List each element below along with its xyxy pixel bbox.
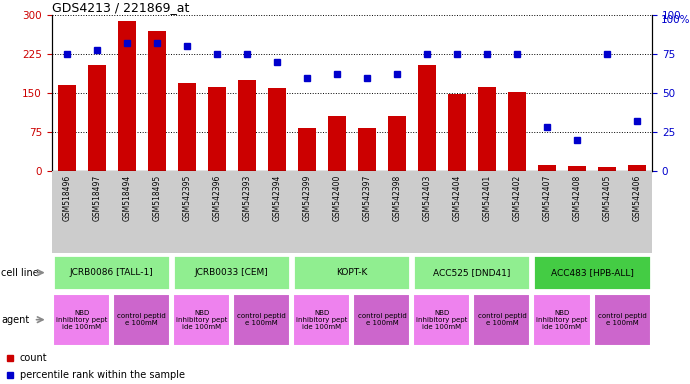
Text: GSM542397: GSM542397 xyxy=(362,175,371,222)
Bar xyxy=(178,83,196,171)
Text: GSM518494: GSM518494 xyxy=(122,175,131,221)
Text: GSM542406: GSM542406 xyxy=(633,175,642,222)
Text: 100%: 100% xyxy=(661,15,690,25)
Text: NBD
inhibitory pept
ide 100mM: NBD inhibitory pept ide 100mM xyxy=(296,310,348,330)
Bar xyxy=(53,255,170,290)
Text: JCRB0086 [TALL-1]: JCRB0086 [TALL-1] xyxy=(70,268,154,277)
Bar xyxy=(533,255,651,290)
Bar xyxy=(448,94,466,171)
Bar xyxy=(538,165,556,171)
Text: agent: agent xyxy=(1,314,29,325)
Bar xyxy=(533,293,591,346)
Text: KOPT-K: KOPT-K xyxy=(336,268,368,277)
Text: percentile rank within the sample: percentile rank within the sample xyxy=(20,370,185,380)
Bar xyxy=(208,87,226,171)
Text: control peptid
e 100mM: control peptid e 100mM xyxy=(598,313,647,326)
Bar xyxy=(113,293,170,346)
Text: GDS4213 / 221869_at: GDS4213 / 221869_at xyxy=(52,1,189,14)
Text: GSM542403: GSM542403 xyxy=(422,175,431,222)
Bar xyxy=(353,293,411,346)
Bar xyxy=(568,166,586,171)
Text: GSM542393: GSM542393 xyxy=(242,175,251,222)
Text: control peptid
e 100mM: control peptid e 100mM xyxy=(237,313,286,326)
Text: JCRB0033 [CEM]: JCRB0033 [CEM] xyxy=(195,268,268,277)
Bar xyxy=(238,80,256,171)
Bar xyxy=(298,128,316,171)
Text: count: count xyxy=(20,353,48,363)
Bar xyxy=(148,31,166,171)
Bar xyxy=(418,65,436,171)
Bar xyxy=(473,293,531,346)
Bar xyxy=(508,92,526,171)
Text: NBD
inhibitory pept
ide 100mM: NBD inhibitory pept ide 100mM xyxy=(56,310,108,330)
Bar xyxy=(413,293,471,346)
Text: GSM518497: GSM518497 xyxy=(92,175,101,221)
Text: GSM542395: GSM542395 xyxy=(182,175,191,222)
Text: control peptid
e 100mM: control peptid e 100mM xyxy=(477,313,526,326)
Text: GSM542407: GSM542407 xyxy=(542,175,551,222)
Bar xyxy=(88,65,106,171)
Bar xyxy=(268,88,286,171)
Text: GSM542398: GSM542398 xyxy=(393,175,402,221)
Text: GSM542400: GSM542400 xyxy=(333,175,342,222)
Bar xyxy=(173,255,290,290)
Bar xyxy=(58,85,76,171)
Bar xyxy=(388,116,406,171)
Text: GSM542402: GSM542402 xyxy=(513,175,522,221)
Bar xyxy=(293,255,411,290)
Text: NBD
inhibitory pept
ide 100mM: NBD inhibitory pept ide 100mM xyxy=(416,310,468,330)
Text: GSM542408: GSM542408 xyxy=(573,175,582,221)
Text: cell line: cell line xyxy=(1,268,39,278)
Text: NBD
inhibitory pept
ide 100mM: NBD inhibitory pept ide 100mM xyxy=(176,310,228,330)
Text: GSM542401: GSM542401 xyxy=(482,175,491,221)
Bar xyxy=(593,293,651,346)
Text: GSM542394: GSM542394 xyxy=(273,175,282,222)
Bar xyxy=(478,87,496,171)
Text: GSM542405: GSM542405 xyxy=(602,175,611,222)
Text: NBD
inhibitory pept
ide 100mM: NBD inhibitory pept ide 100mM xyxy=(536,310,588,330)
Bar xyxy=(53,293,110,346)
Text: GSM518496: GSM518496 xyxy=(62,175,71,221)
Text: GSM542396: GSM542396 xyxy=(213,175,221,222)
Bar xyxy=(628,165,646,171)
Text: ACC525 [DND41]: ACC525 [DND41] xyxy=(433,268,511,277)
Bar xyxy=(118,21,136,171)
Bar xyxy=(233,293,290,346)
Bar xyxy=(413,255,531,290)
Text: GSM518495: GSM518495 xyxy=(152,175,161,221)
Text: GSM542404: GSM542404 xyxy=(453,175,462,222)
Text: control peptid
e 100mM: control peptid e 100mM xyxy=(117,313,166,326)
Text: GSM542399: GSM542399 xyxy=(302,175,311,222)
Bar xyxy=(173,293,230,346)
Bar xyxy=(358,128,376,171)
Bar xyxy=(598,167,616,171)
Bar xyxy=(293,293,351,346)
Bar xyxy=(328,116,346,171)
Text: ACC483 [HPB-ALL]: ACC483 [HPB-ALL] xyxy=(551,268,633,277)
Text: control peptid
e 100mM: control peptid e 100mM xyxy=(357,313,406,326)
